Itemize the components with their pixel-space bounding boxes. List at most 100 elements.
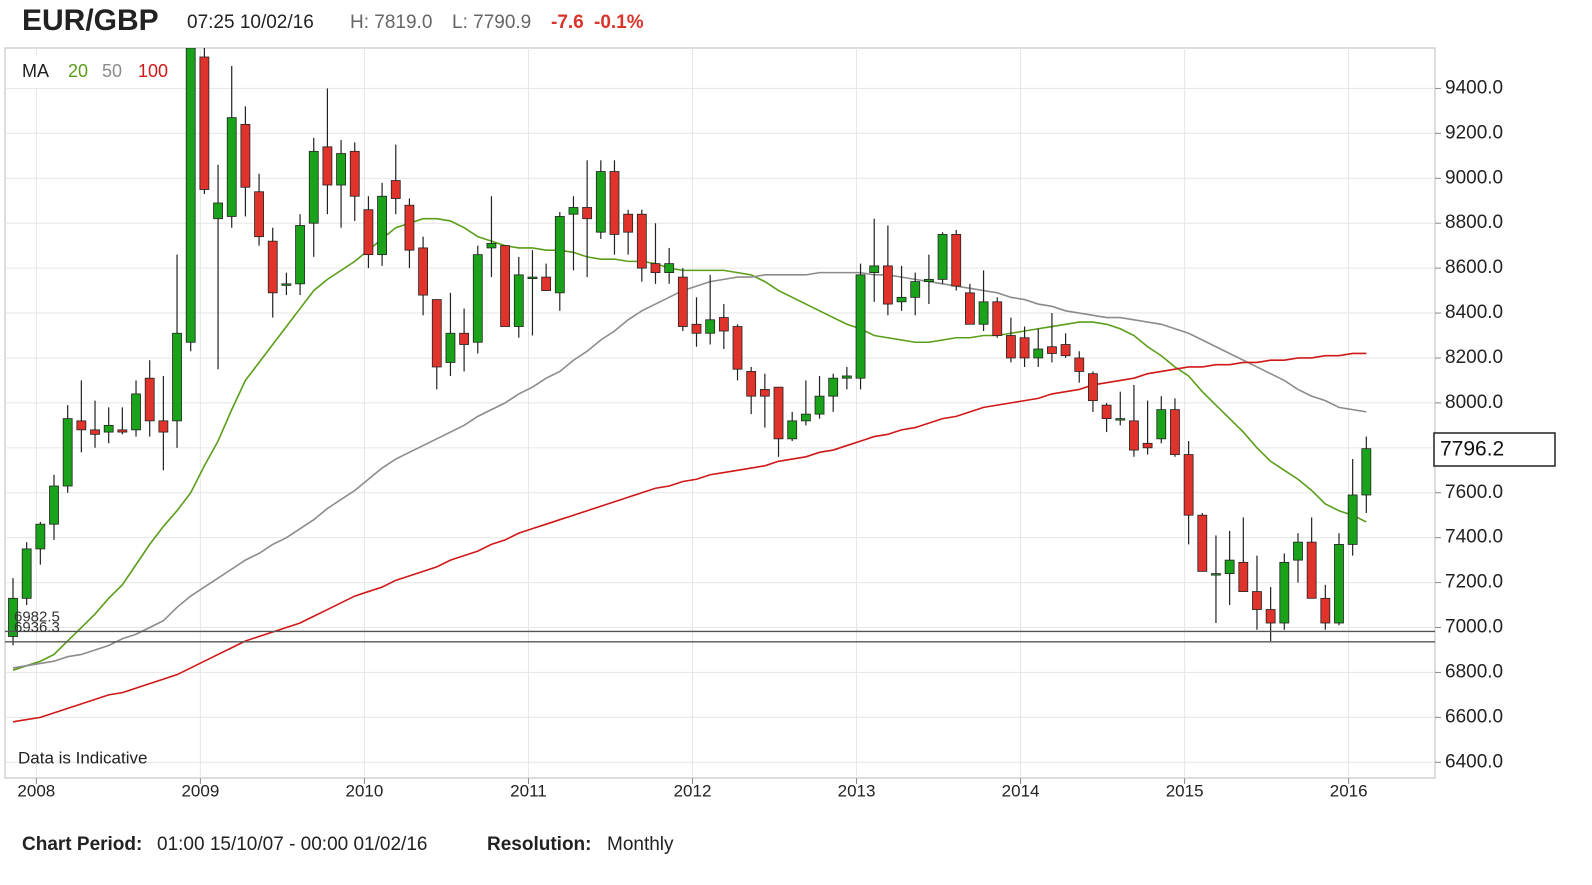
ma-line [12, 217, 1367, 671]
candle-body [431, 299, 442, 368]
candle-body [609, 171, 620, 235]
candle-body [8, 597, 18, 637]
candle-body [62, 418, 73, 487]
candle-body [923, 278, 934, 283]
candle-body [1211, 573, 1221, 576]
x-tick-label: 2011 [510, 781, 547, 800]
candle-body [1033, 348, 1044, 359]
plot-area [4, 47, 1436, 779]
candle-body [295, 225, 305, 285]
candle-body [1047, 346, 1057, 354]
candle-body [527, 276, 538, 280]
candle-body [267, 240, 278, 294]
candle-body [49, 485, 59, 525]
candle-body [1006, 335, 1016, 359]
candle-body [1101, 404, 1112, 420]
candle-body [1060, 344, 1071, 357]
candle-body [787, 420, 798, 440]
legend-entry: 20 [68, 61, 88, 81]
y-tick-label: 9200.0 [1445, 122, 1503, 143]
candle-body [322, 146, 333, 186]
candle-body [965, 292, 975, 325]
candle-body [35, 523, 46, 550]
candle-body [951, 234, 962, 287]
y-tick-label: 9000.0 [1445, 167, 1503, 188]
candle-body [896, 296, 907, 303]
candle-body [172, 332, 182, 422]
candle-body [1238, 561, 1249, 592]
grid: 6400.0 6600.0 6800.0 7000.0 7200.0 7400.0 7600… [5, 48, 1503, 800]
candle-body [418, 247, 429, 296]
candle-body [486, 243, 497, 249]
candle-body [582, 207, 593, 220]
last-price: 7796.2 [1440, 438, 1504, 461]
candle-body [937, 234, 948, 280]
candle-body [185, 48, 196, 343]
candle-body [445, 332, 456, 363]
legend-entry: 100 [138, 61, 168, 81]
candle-body [718, 317, 729, 332]
candle-body [1306, 541, 1317, 599]
candle-body [281, 283, 292, 286]
candle-body [90, 429, 100, 435]
x-tick-label: 2010 [346, 781, 384, 800]
candle-body [636, 213, 647, 269]
ma-line [12, 352, 1367, 723]
y-tick-label: 7000.0 [1445, 617, 1503, 638]
candle-body [568, 207, 579, 215]
candle-body [459, 332, 470, 345]
period: 01:00 15/10/07 - 00:00 01/02/16 [157, 834, 427, 855]
candle-body [213, 202, 223, 220]
candle-body [158, 420, 169, 433]
candle-body [513, 274, 524, 327]
candle-body [1088, 373, 1098, 402]
candle-body [841, 375, 852, 379]
note: Data is Indicative [18, 748, 147, 767]
candle-body [117, 429, 128, 433]
candle-body [1129, 420, 1139, 451]
high-text: H: 7819.0 [350, 12, 432, 33]
x-tick-label: 2012 [674, 781, 712, 800]
candle-body [1115, 418, 1126, 421]
x-tick-label: 2015 [1166, 781, 1204, 800]
y-tick-label: 6600.0 [1445, 706, 1503, 727]
candle-body [992, 301, 1003, 336]
candle-body [1170, 409, 1180, 455]
candle-body [240, 123, 251, 188]
candle-body [650, 263, 661, 274]
candle-body [855, 274, 866, 379]
candle-body [773, 386, 784, 440]
candle-body [76, 420, 87, 431]
y-tick-label: 8000.0 [1445, 392, 1503, 413]
candle-body [21, 548, 32, 599]
x-tick-label: 2013 [838, 781, 876, 800]
candle-body [1361, 448, 1372, 496]
candle-body [144, 377, 155, 422]
candle-body [732, 326, 743, 370]
candle-body [1293, 541, 1303, 561]
candle-body [828, 377, 839, 397]
candle-body [1019, 337, 1030, 359]
candle-body [500, 245, 511, 327]
x-tick-label: 2008 [17, 781, 55, 800]
candle-body [199, 56, 210, 190]
low-text: L: 7790.9 [452, 12, 531, 33]
y-tick-label: 7400.0 [1445, 527, 1503, 548]
candle-body [1074, 357, 1085, 372]
candle-body [691, 323, 702, 334]
candle-body [869, 265, 880, 274]
candle-body [595, 171, 606, 233]
candle-body [226, 117, 237, 217]
candle-body [336, 153, 346, 186]
candle-body [377, 195, 387, 256]
x-tick-label: 2009 [181, 781, 219, 800]
candle-body [363, 209, 374, 256]
candle-body [814, 395, 825, 415]
candle-body [308, 150, 319, 224]
y-tick-label: 7200.0 [1445, 572, 1503, 593]
candle-body [1183, 454, 1194, 516]
candle-body [910, 281, 921, 298]
